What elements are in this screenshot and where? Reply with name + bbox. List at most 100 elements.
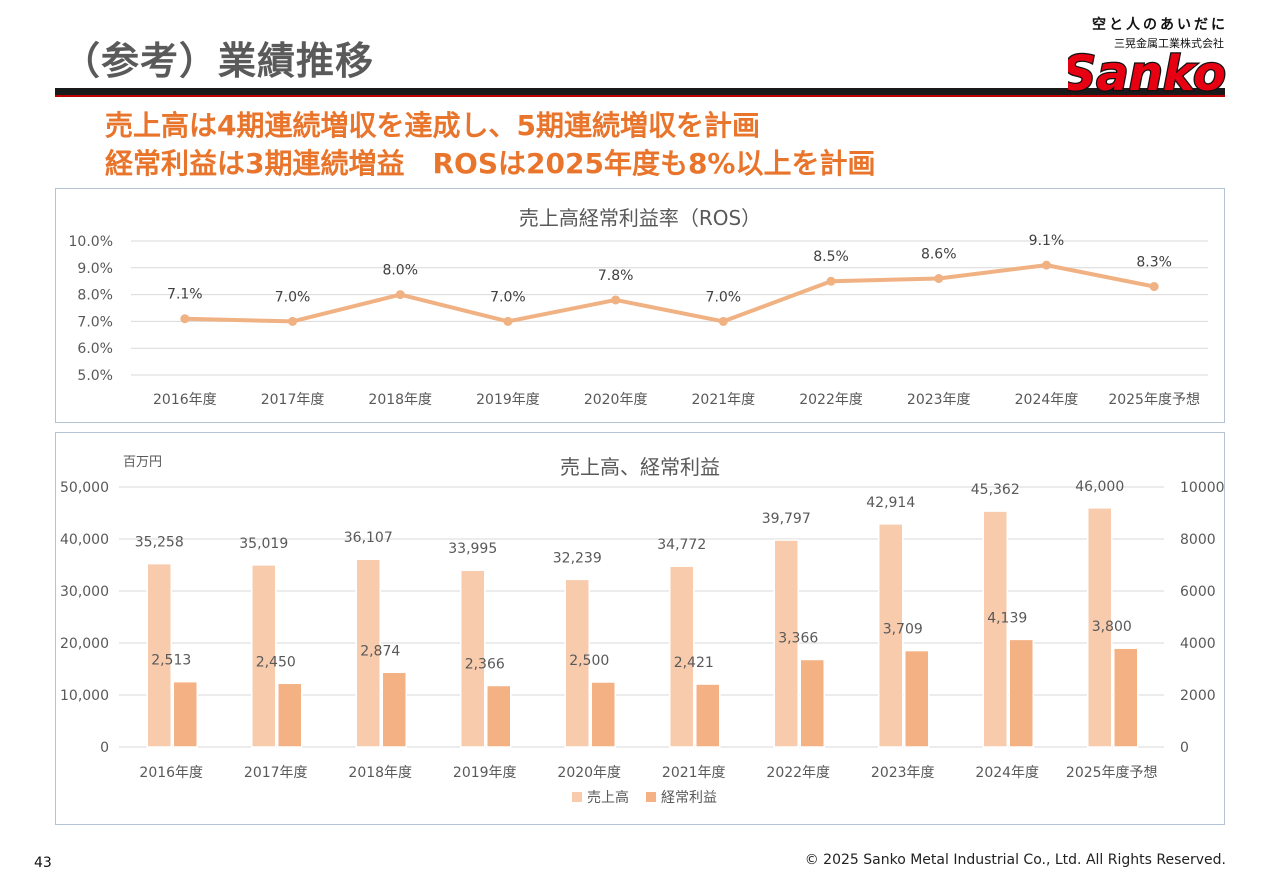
headline-profit: 経常利益は3期連続増益 ROSは2025年度も8%以上を計画 (105, 147, 876, 180)
ros-data-point (1041, 260, 1051, 270)
ros-line-chart: 売上高経常利益率（ROS） 5.0% 6.0% 7.0% 8.0% 9.0% 10.0% 7.… (69, 206, 1208, 408)
sales-bar (669, 565, 695, 748)
x-tick-label: 2025年度予想 (1108, 392, 1200, 408)
sales-profit-bar-chart: 売上高、経常利益 百万円 0 0 10,000 2000 20,000 4000 30,000 6… (60, 455, 1224, 806)
svg-text:Sanko: Sanko (1068, 46, 1226, 96)
brand-company-name: 三晃金属工業株式会社 (1114, 37, 1224, 50)
y-tick-label: 10.0% (69, 234, 113, 250)
page-title: （参考）業績推移 (62, 39, 375, 83)
brand-logo: 空と人のあいだに 三晃金属工業株式会社 Sanko (1058, 14, 1228, 96)
x-tick-label: 2016年度 (153, 392, 217, 408)
ros-data-label: 8.0% (382, 263, 418, 279)
profit-data-label: 2,450 (256, 654, 296, 670)
y-tick-label: 7.0% (77, 314, 113, 330)
unit-label: 百万円 (123, 455, 162, 470)
y-tick-label: 6.0% (77, 341, 113, 357)
ros-data-label: 7.1% (167, 287, 203, 303)
x-tick-label: 2021年度 (662, 765, 726, 781)
x-tick-label: 2023年度 (871, 765, 935, 781)
sales-data-label: 46,000 (1075, 479, 1124, 495)
copyright-notice: © 2025 Sanko Metal Industrial Co., Ltd. … (804, 852, 1226, 868)
ros-data-point (718, 316, 728, 326)
ros-data-point (934, 274, 944, 284)
sales-data-label: 33,995 (448, 541, 497, 557)
y-right-tick-label: 4000 (1180, 636, 1216, 652)
sales-bar (878, 523, 904, 748)
ros-data-point (503, 316, 513, 326)
ros-data-label: 8.5% (813, 249, 849, 265)
chart-title: 売上高経常利益率（ROS） (519, 206, 761, 230)
chart-title: 売上高、経常利益 (560, 455, 720, 479)
headline-sales: 売上高は4期連続増収を達成し、5期連続増収を計画 (105, 109, 760, 142)
y-tick-label: 9.0% (77, 261, 113, 277)
x-tick-label: 2020年度 (584, 392, 648, 408)
legend-swatch-profit (646, 792, 656, 802)
sanko-logo-icon: Sanko (1068, 46, 1227, 96)
sales-bar (251, 564, 277, 748)
profit-data-label: 2,874 (360, 643, 400, 659)
y-right-tick-label: 6000 (1180, 584, 1216, 600)
y-left-tick-label: 50,000 (60, 480, 109, 496)
ros-chart-panel: 売上高経常利益率（ROS） 5.0% 6.0% 7.0% 8.0% 9.0% 10.0% 7.… (55, 188, 1225, 423)
sales-chart-panel: 売上高、経常利益 百万円 0 0 10,000 2000 20,000 4000 30,000 6… (55, 432, 1225, 825)
x-tick-label: 2024年度 (1015, 392, 1079, 408)
sales-bar (564, 578, 590, 748)
profit-data-label: 2,500 (569, 653, 609, 669)
legend-swatch-sales (572, 792, 582, 802)
ros-data-point (611, 295, 621, 305)
ros-data-label: 7.0% (490, 289, 526, 305)
sales-data-label: 39,797 (762, 511, 811, 527)
sales-bar (460, 569, 486, 748)
y-left-tick-label: 10,000 (60, 688, 109, 704)
x-tick-label: 2017年度 (261, 392, 325, 408)
sales-data-label: 45,362 (971, 482, 1020, 498)
x-tick-label: 2024年度 (975, 765, 1039, 781)
x-tick-label: 2018年度 (368, 392, 432, 408)
ros-data-label: 9.1% (1029, 233, 1065, 249)
legend-label-profit: 経常利益 (661, 790, 717, 806)
sales-data-label: 36,107 (344, 530, 393, 546)
x-tick-label: 2020年度 (557, 765, 621, 781)
y-right-tick-label: 10000 (1180, 480, 1224, 496)
ros-data-label: 7.8% (598, 268, 634, 284)
legend-label-sales: 売上高 (587, 789, 629, 806)
title-divider-accent (55, 95, 1225, 97)
title-divider (55, 88, 1225, 95)
x-tick-label: 2023年度 (907, 392, 971, 408)
ros-series-line (184, 263, 1155, 324)
profit-bar (695, 683, 721, 748)
ros-data-label: 8.3% (1136, 255, 1172, 271)
profit-bar (904, 649, 930, 748)
ros-data-point (395, 290, 405, 300)
profit-data-label: 4,139 (987, 610, 1027, 626)
brand-tagline: 空と人のあいだに (1092, 17, 1228, 33)
y-tick-label: 5.0% (77, 368, 113, 384)
y-left-tick-label: 40,000 (60, 532, 109, 548)
profit-data-label: 2,513 (151, 653, 191, 669)
x-tick-label: 2022年度 (766, 765, 830, 781)
profit-data-label: 3,709 (883, 622, 923, 638)
profit-bar (172, 680, 198, 748)
x-tick-label: 2025年度予想 (1066, 765, 1158, 781)
x-tick-label: 2019年度 (476, 392, 540, 408)
sales-bar (982, 510, 1008, 748)
profit-bar (590, 681, 616, 748)
profit-bar (1113, 647, 1139, 748)
sales-bar (355, 558, 381, 748)
x-tick-label: 2022年度 (799, 392, 863, 408)
y-tick-label: 8.0% (77, 288, 113, 304)
profit-data-label: 2,366 (465, 656, 505, 672)
profit-bar (486, 684, 512, 748)
profit-bar (799, 658, 825, 748)
sales-data-label: 32,239 (553, 550, 602, 566)
profit-data-label: 3,366 (778, 630, 818, 646)
x-tick-label: 2016年度 (139, 765, 203, 781)
profit-bar (1008, 638, 1034, 748)
page-number: 43 (34, 855, 52, 871)
y-right-tick-label: 2000 (1180, 688, 1216, 704)
profit-bar (277, 682, 303, 748)
y-left-tick-label: 30,000 (60, 584, 109, 600)
ros-data-point (180, 314, 190, 324)
ros-data-label: 7.0% (706, 289, 742, 305)
y-left-tick-label: 20,000 (60, 636, 109, 652)
